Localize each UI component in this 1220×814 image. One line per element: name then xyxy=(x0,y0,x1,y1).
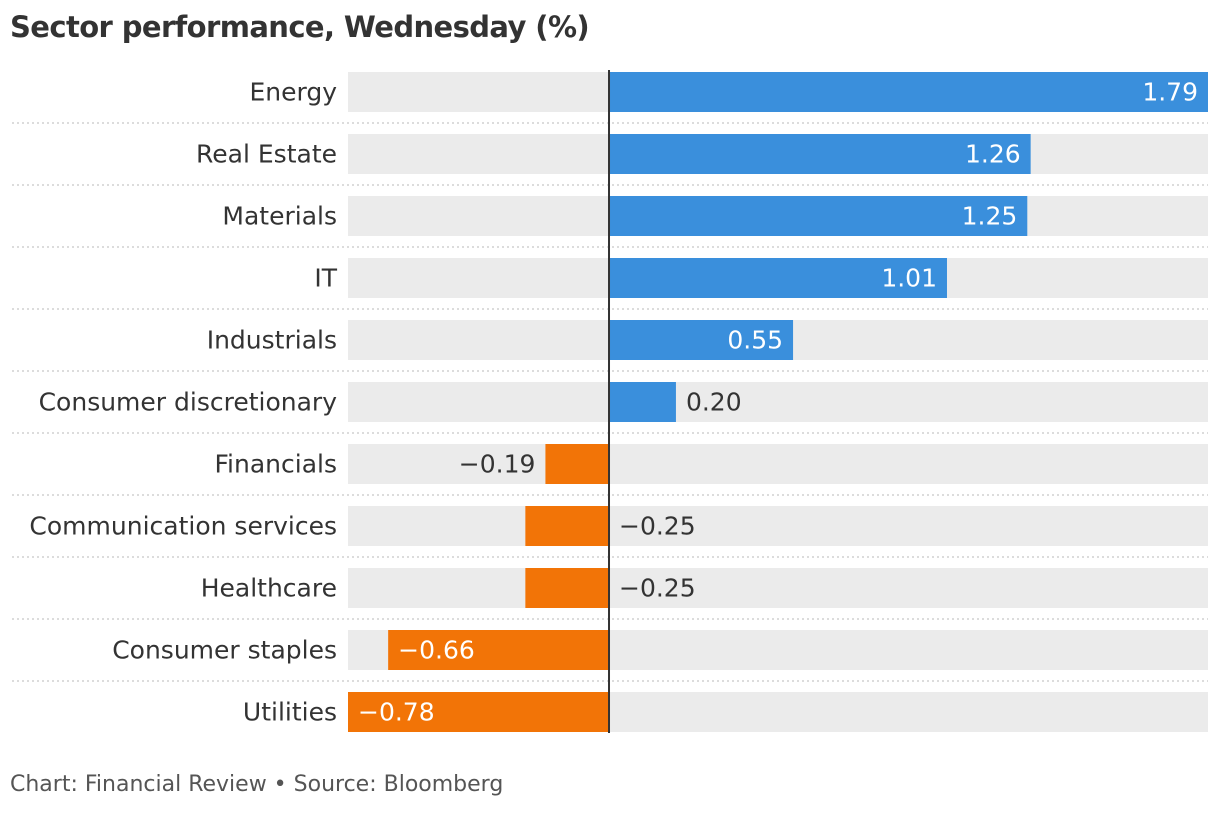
bar xyxy=(609,134,1031,174)
category-label: Materials xyxy=(222,202,337,231)
value-label: 1.25 xyxy=(962,202,1018,231)
category-labels: Energy Real Estate Materials IT Industrials C… xyxy=(29,78,337,727)
category-label: Consumer discretionary xyxy=(39,388,338,417)
value-label: −0.66 xyxy=(398,636,475,665)
category-label: Utilities xyxy=(243,698,337,727)
category-label: Real Estate xyxy=(196,140,337,169)
bar xyxy=(609,196,1028,236)
value-label: −0.19 xyxy=(459,450,536,479)
value-label: −0.25 xyxy=(619,574,696,603)
category-label: Industrials xyxy=(207,326,337,355)
bar xyxy=(388,630,610,670)
bar xyxy=(545,444,610,484)
category-label: IT xyxy=(314,264,337,293)
category-label: Consumer staples xyxy=(112,636,337,665)
bar xyxy=(348,692,610,732)
row-track xyxy=(348,382,1208,422)
value-label: 1.01 xyxy=(881,264,937,293)
bar xyxy=(525,506,610,546)
value-label: −0.78 xyxy=(358,698,435,727)
value-label: 1.79 xyxy=(1142,78,1198,107)
value-label: −0.25 xyxy=(619,512,696,541)
chart-title: Sector performance, Wednesday (%) xyxy=(10,10,590,44)
bar xyxy=(609,72,1208,112)
row-track xyxy=(348,506,1208,546)
row-track xyxy=(348,444,1208,484)
value-label: 1.26 xyxy=(965,140,1021,169)
category-label: Energy xyxy=(249,78,337,107)
category-label: Financials xyxy=(215,450,338,479)
bar xyxy=(609,258,947,298)
category-label: Communication services xyxy=(29,512,337,541)
value-label: 0.55 xyxy=(727,326,783,355)
value-label: 0.20 xyxy=(686,388,742,417)
chart-footer: Chart: Financial Review • Source: Bloomb… xyxy=(10,772,504,797)
bar xyxy=(525,568,610,608)
category-label: Healthcare xyxy=(201,574,337,603)
row-separators xyxy=(12,122,1208,682)
bars xyxy=(348,72,1208,732)
bar xyxy=(609,382,676,422)
bar xyxy=(609,320,794,360)
row-track xyxy=(348,568,1208,608)
value-labels: 1.79 1.26 1.25 1.01 0.55 0.20 −0.19 −0.25 −0.25 −… xyxy=(358,78,1198,727)
